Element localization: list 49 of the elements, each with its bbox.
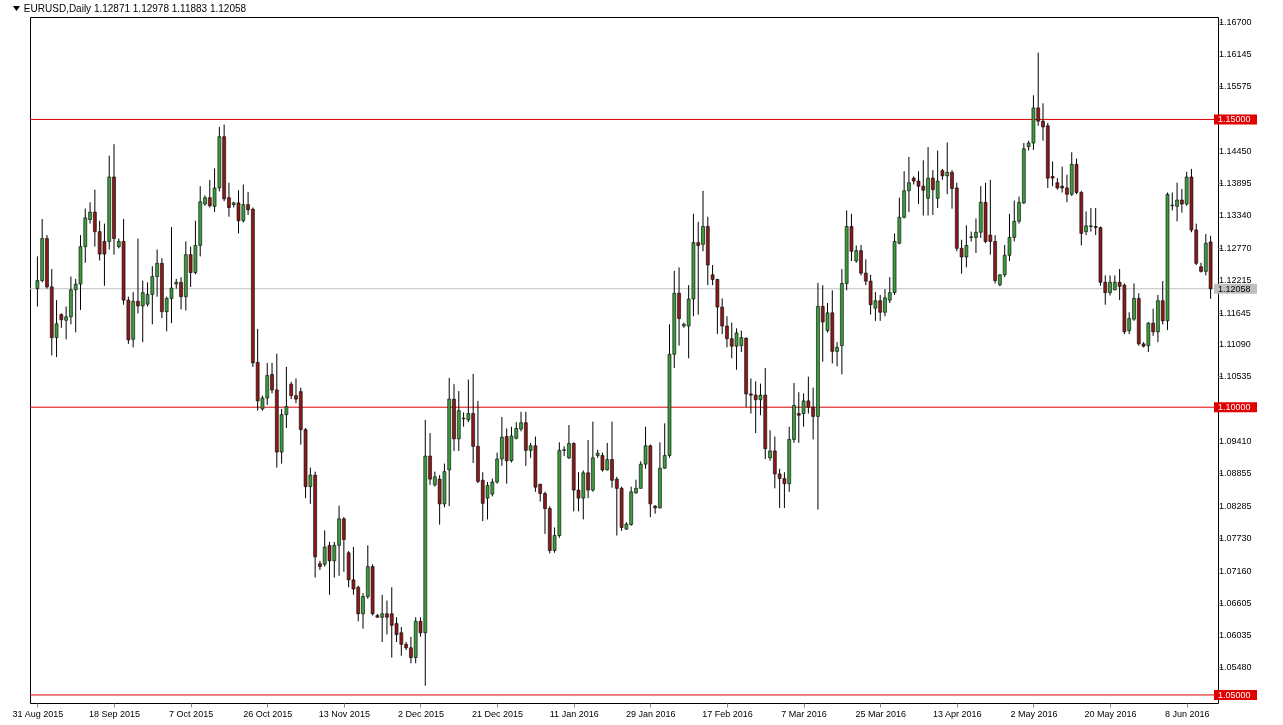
candlestick	[485, 481, 490, 520]
x-tick-label: 11 Jan 2016	[549, 708, 599, 719]
candlestick	[327, 541, 332, 596]
candlestick	[169, 226, 174, 324]
ref-line-label: 1.10000	[1218, 402, 1251, 413]
y-tick-label: 1.08855	[1219, 468, 1252, 479]
chart-title: EURUSD,Daily 1.12871 1.12978 1.11883 1.12058	[23, 2, 247, 14]
y-tick-label: 1.06035	[1219, 630, 1252, 641]
y-tick-label: 1.13895	[1219, 178, 1252, 189]
x-tick-label: 18 Sep 2015	[88, 708, 141, 719]
x-tick-label: 2 May 2016	[1010, 708, 1058, 719]
y-tick-label: 1.10535	[1219, 371, 1252, 382]
x-tick-label: 2 Dec 2015	[397, 708, 445, 719]
candlestick	[916, 170, 921, 205]
x-tick-label: 21 Dec 2015	[472, 708, 524, 719]
candlestick	[935, 150, 940, 209]
y-tick-label: 1.07160	[1219, 565, 1252, 576]
y-tick-label: 1.07730	[1219, 532, 1252, 543]
x-tick-label: 25 Mar 2016	[855, 708, 906, 719]
y-tick-label: 1.14450	[1219, 146, 1252, 157]
y-tick-label: 1.15575	[1219, 81, 1252, 92]
x-tick-label: 7 Mar 2016	[781, 708, 827, 719]
candlestick	[734, 327, 739, 371]
y-tick-label: 1.13340	[1219, 209, 1252, 220]
candlestick	[394, 616, 399, 643]
ref-line-label: 1.12058	[1218, 283, 1251, 294]
y-tick-label: 1.12215	[1219, 274, 1252, 285]
x-tick-label: 20 May 2016	[1084, 708, 1137, 719]
candlestick	[236, 189, 241, 234]
x-tick-label: 31 Aug 2015	[12, 708, 64, 719]
y-tick-label: 1.16145	[1219, 48, 1252, 59]
y-tick-label: 1.12770	[1219, 242, 1252, 253]
ref-line-label: 1.05000	[1218, 689, 1251, 700]
x-tick-label: 26 Oct 2015	[243, 708, 293, 719]
x-tick-label: 7 Oct 2015	[169, 708, 214, 719]
x-tick-label: 13 Nov 2015	[318, 708, 370, 719]
y-tick-label: 1.05480	[1219, 662, 1252, 673]
y-tick-label: 1.08285	[1219, 500, 1252, 511]
y-tick-label: 1.11645	[1219, 307, 1251, 318]
y-tick-label: 1.11090	[1219, 339, 1251, 350]
x-tick-label: 13 Apr 2016	[933, 708, 982, 719]
x-tick-label: 17 Feb 2016	[702, 708, 753, 719]
y-tick-label: 1.09410	[1219, 436, 1252, 447]
ref-line-label: 1.15000	[1218, 114, 1251, 125]
x-tick-label: 29 Jan 2016	[626, 708, 676, 719]
y-tick-label: 1.16700	[1219, 16, 1252, 27]
y-tick-label: 1.06605	[1219, 597, 1252, 608]
x-tick-label: 8 Jun 2016	[1164, 708, 1210, 719]
candlestick	[600, 452, 605, 473]
